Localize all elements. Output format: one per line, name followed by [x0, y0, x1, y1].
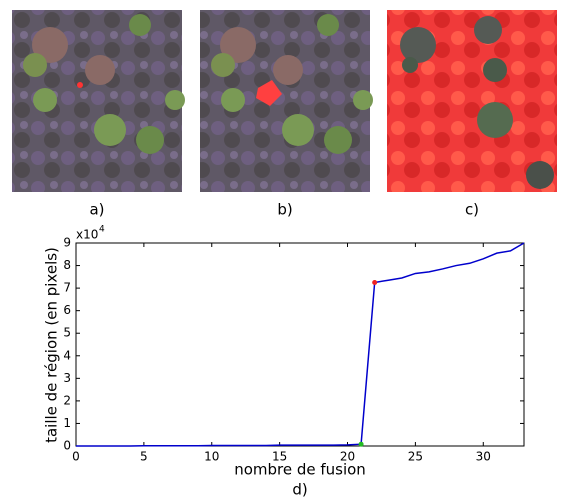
- y-tick-label: 2: [63, 393, 71, 407]
- image-c: [387, 10, 557, 192]
- y-tick-label: 1: [63, 416, 71, 430]
- x-tick-label: 10: [204, 450, 219, 464]
- y-multiplier-exp: 4: [99, 225, 105, 235]
- caption: d): [292, 481, 307, 499]
- x-tick-label: 15: [272, 450, 287, 464]
- image-b: [200, 10, 373, 192]
- x-tick-label: 0: [72, 450, 80, 464]
- panel-label: c): [465, 201, 479, 219]
- x-tick-label: 25: [408, 450, 423, 464]
- x-tick-label: 20: [340, 450, 355, 464]
- x-tick-label: 5: [140, 450, 148, 464]
- x-axis-label: nombre de fusion: [234, 461, 366, 479]
- y-tick-label: 3: [63, 371, 71, 385]
- highlight-point: [358, 441, 364, 447]
- y-axis-label: taille de région (en pixels): [43, 247, 61, 443]
- y-tick-label: 7: [63, 281, 71, 295]
- y-multiplier: x10: [76, 228, 98, 242]
- y-tick-label: 4: [63, 348, 71, 362]
- line: [76, 242, 525, 447]
- panel-label: a): [89, 201, 104, 219]
- y-tick-label: 0: [63, 439, 71, 453]
- chart: nombre de fusion d) taille de région (en…: [43, 225, 525, 499]
- y-tick-label: 8: [63, 258, 71, 272]
- y-tick-label: 5: [63, 326, 71, 340]
- panel-label: b): [277, 201, 292, 219]
- x-tick-label: 30: [476, 450, 491, 464]
- y-tick-label: 6: [63, 303, 71, 317]
- plot-frame: [75, 242, 525, 447]
- highlight-point: [372, 279, 378, 285]
- image-a: [12, 10, 185, 192]
- y-tick-label: 9: [63, 236, 71, 250]
